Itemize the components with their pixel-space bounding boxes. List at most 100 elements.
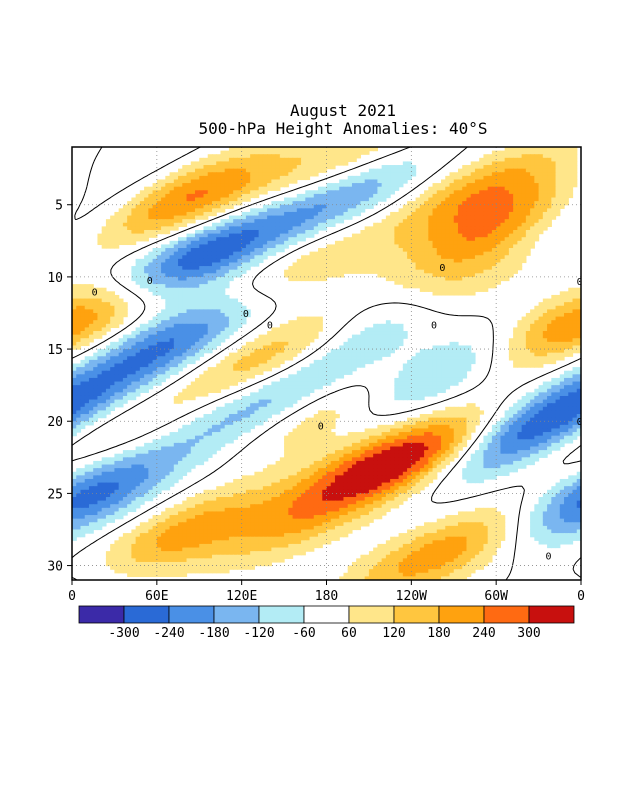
field-cell — [254, 147, 260, 152]
field-cell — [534, 226, 540, 231]
field-cell — [245, 370, 251, 375]
field-cell — [419, 287, 425, 292]
field-cell — [351, 186, 357, 191]
field-cell — [530, 211, 535, 217]
field-cell — [390, 226, 395, 231]
field-cell — [457, 374, 463, 379]
field-cell — [555, 197, 561, 202]
field-cell — [207, 161, 213, 166]
field-cell — [76, 316, 82, 321]
field-cell — [258, 392, 264, 397]
field-cell — [161, 349, 166, 354]
field-cell — [390, 341, 395, 347]
field-cell — [207, 262, 213, 267]
field-cell — [445, 356, 451, 361]
field-cell — [356, 208, 362, 213]
field-cell — [318, 363, 323, 368]
field-cell — [284, 154, 289, 159]
field-cell — [199, 168, 205, 173]
field-cell — [169, 352, 175, 357]
field-cell — [318, 385, 323, 390]
field-cell — [445, 345, 451, 350]
field-cell — [309, 255, 315, 260]
field-cell — [330, 186, 336, 191]
field-cell — [245, 197, 251, 202]
field-cell — [381, 175, 387, 181]
field-cell — [398, 381, 404, 386]
field-cell — [508, 345, 514, 350]
field-cell — [101, 388, 107, 393]
field-cell — [326, 157, 332, 163]
field-cell — [161, 280, 166, 285]
field-cell — [530, 345, 535, 350]
field-cell — [152, 204, 158, 209]
field-cell — [195, 251, 200, 256]
field-cell — [572, 298, 578, 303]
field-cell — [330, 219, 336, 224]
field-cell — [504, 193, 510, 199]
field-cell — [373, 179, 378, 184]
field-cell — [373, 233, 378, 238]
field-cell — [105, 345, 111, 350]
field-cell — [211, 175, 217, 181]
field-cell — [275, 229, 281, 235]
field-cell — [114, 374, 120, 379]
field-cell — [152, 226, 158, 231]
field-cell — [483, 284, 489, 289]
field-cell — [407, 201, 412, 206]
field-cell — [513, 237, 518, 242]
field-cell — [517, 204, 523, 209]
field-cell — [322, 197, 328, 202]
field-cell — [470, 233, 476, 238]
field-cell — [224, 359, 230, 365]
field-cell — [156, 276, 162, 282]
field-cell — [360, 240, 366, 246]
field-cell — [262, 179, 268, 184]
field-cell — [267, 388, 272, 393]
field-cell — [449, 363, 455, 368]
field-cell — [224, 284, 230, 289]
field-cell — [559, 172, 565, 177]
field-cell — [377, 179, 383, 184]
field-cell — [254, 229, 260, 235]
field-cell — [148, 359, 154, 365]
field-cell — [402, 208, 408, 213]
field-cell — [156, 219, 162, 224]
field-cell — [186, 208, 192, 213]
field-cell — [211, 320, 217, 325]
field-cell — [407, 381, 412, 386]
field-cell — [534, 237, 540, 242]
field-cell — [279, 237, 285, 242]
field-cell — [441, 215, 446, 220]
field-cell — [474, 161, 480, 166]
field-cell — [538, 320, 544, 325]
field-cell — [173, 240, 179, 246]
field-cell — [491, 186, 497, 191]
field-cell — [237, 229, 243, 235]
field-cell — [496, 237, 502, 242]
field-cell — [292, 179, 298, 184]
field-cell — [258, 341, 264, 347]
field-cell — [144, 374, 149, 379]
field-cell — [347, 157, 353, 163]
field-cell — [203, 284, 209, 289]
field-cell — [432, 392, 438, 397]
field-cell — [207, 302, 213, 307]
field-cell — [432, 248, 438, 253]
field-cell — [114, 233, 120, 238]
field-cell — [449, 179, 455, 184]
field-cell — [576, 287, 581, 292]
field-cell — [449, 229, 455, 235]
field-cell — [279, 201, 285, 206]
field-cell — [322, 255, 328, 260]
field-cell — [457, 287, 463, 292]
field-cell — [411, 226, 417, 231]
field-cell — [309, 204, 315, 209]
field-cell — [334, 150, 340, 155]
field-cell — [487, 172, 493, 177]
field-cell — [186, 392, 192, 397]
field-cell — [424, 208, 429, 213]
field-cell — [271, 248, 277, 253]
field-cell — [483, 244, 489, 249]
field-cell — [267, 147, 272, 152]
